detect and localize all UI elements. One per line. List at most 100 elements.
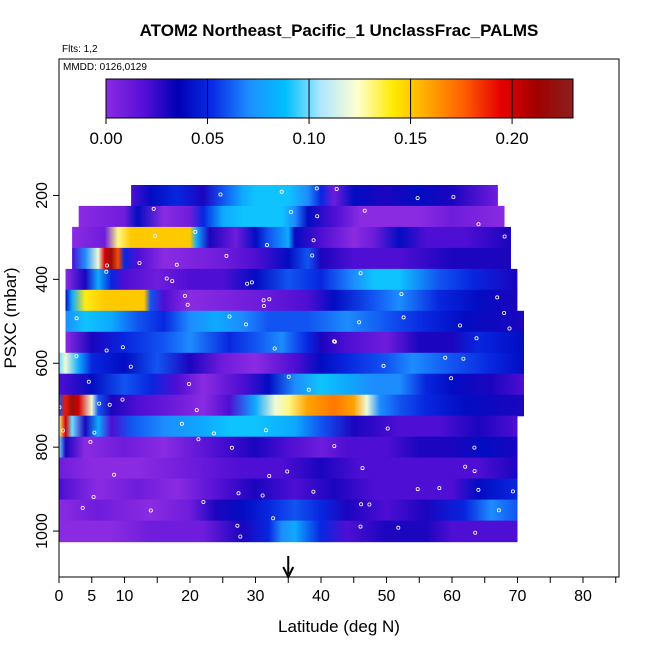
sample-point [367,502,372,507]
sample-point [332,444,337,449]
x-tick-label: 40 [312,588,330,605]
heatmap-row [65,268,518,291]
sample-point [88,439,93,444]
heatmap-row [59,352,524,375]
sample-point [332,339,337,344]
sample-points-layer [57,186,515,539]
sample-point [286,374,291,379]
sample-point [170,279,175,284]
heatmap-row [59,499,518,522]
sample-point [164,276,169,281]
heatmap-layer [59,185,524,543]
sample-point [235,523,240,528]
sample-point [476,222,481,227]
sample-point [227,314,232,319]
flights-label: Flts: 1,2 [62,44,98,55]
sample-point [249,280,254,285]
heatmap-row [131,185,498,207]
sample-point [314,186,319,191]
sample-point [260,493,265,498]
sample-point [510,489,515,494]
colorbar-gradient [105,78,574,119]
x-tick-label: 60 [443,588,461,605]
sample-point [385,426,390,431]
sample-point [261,298,266,303]
sample-point [362,208,367,213]
sample-point [185,302,190,307]
heatmap-row [65,331,524,354]
sample-point [496,508,501,513]
sample-point [502,310,507,315]
heatmap-row [72,226,511,249]
sample-point [473,530,478,535]
heatmap-row [59,415,518,438]
y-tick-label: 600 [34,350,51,377]
sample-point [271,516,276,521]
sample-point [310,253,315,258]
latitude-arrow [282,556,295,580]
sample-point [193,229,198,234]
sample-point [120,397,125,402]
sample-point [415,487,420,492]
sample-point [495,295,500,300]
sample-point [97,401,102,406]
sample-point [112,472,117,477]
heatmap-row [65,289,518,312]
sample-point [285,469,290,474]
sample-point [449,376,454,381]
x-tick-label: 10 [116,588,134,605]
sample-point [211,431,216,436]
sample-point [315,214,320,219]
x-tick-label: 80 [574,588,592,605]
sample-point [74,316,79,321]
heatmap-row [72,247,511,270]
y-tick-label: 1000 [34,513,51,549]
sample-point [128,364,133,369]
heatmap-row [59,436,518,459]
sample-point [107,402,112,407]
sample-point [153,233,158,238]
sample-point [401,315,406,320]
sample-point [472,445,477,450]
sample-point [92,430,97,435]
plot-frame [58,58,620,578]
sample-point [311,238,316,243]
arrow-head [282,566,295,580]
colorbar-tick-label: 0.20 [496,129,529,148]
y-axis: 200 400 600 800 1000 [34,182,59,549]
x-tick-label: 5 [87,588,96,605]
sample-point [476,487,481,492]
sample-point [461,356,466,361]
sample-point [399,292,404,297]
sample-point [148,508,153,513]
sample-point [80,505,85,510]
sample-point [264,242,269,247]
sample-point [196,437,201,442]
sample-point [334,186,339,191]
heatmap-row [59,394,524,417]
sample-point [381,363,386,368]
x-tick-label: 30 [247,588,265,605]
y-tick-label: 800 [34,434,51,461]
sample-point [236,491,241,496]
sample-point [267,473,272,478]
colorbar-tick-label: 0.10 [292,129,325,148]
sample-point [507,326,512,331]
x-axis: 0 5 10 20 30 40 50 60 70 80 [55,577,617,605]
sample-point [306,387,311,392]
sample-point [396,525,401,530]
sample-point [120,345,125,350]
x-axis-label: Latitude (deg N) [278,617,400,636]
sample-point [358,524,363,529]
sample-point [218,192,223,197]
sample-point [105,263,110,268]
sample-point [179,421,184,426]
colorbar: 0.00 0.05 0.10 0.15 0.20 [89,78,574,148]
sample-point [357,320,362,325]
sample-point [415,196,420,201]
x-tick-label: 50 [378,588,396,605]
sample-point [451,194,456,199]
heatmap-row [59,457,518,480]
sample-point [104,269,109,274]
chart-title: ATOM2 Northeast_Pacific_1 UnclassFrac_PA… [140,21,539,40]
